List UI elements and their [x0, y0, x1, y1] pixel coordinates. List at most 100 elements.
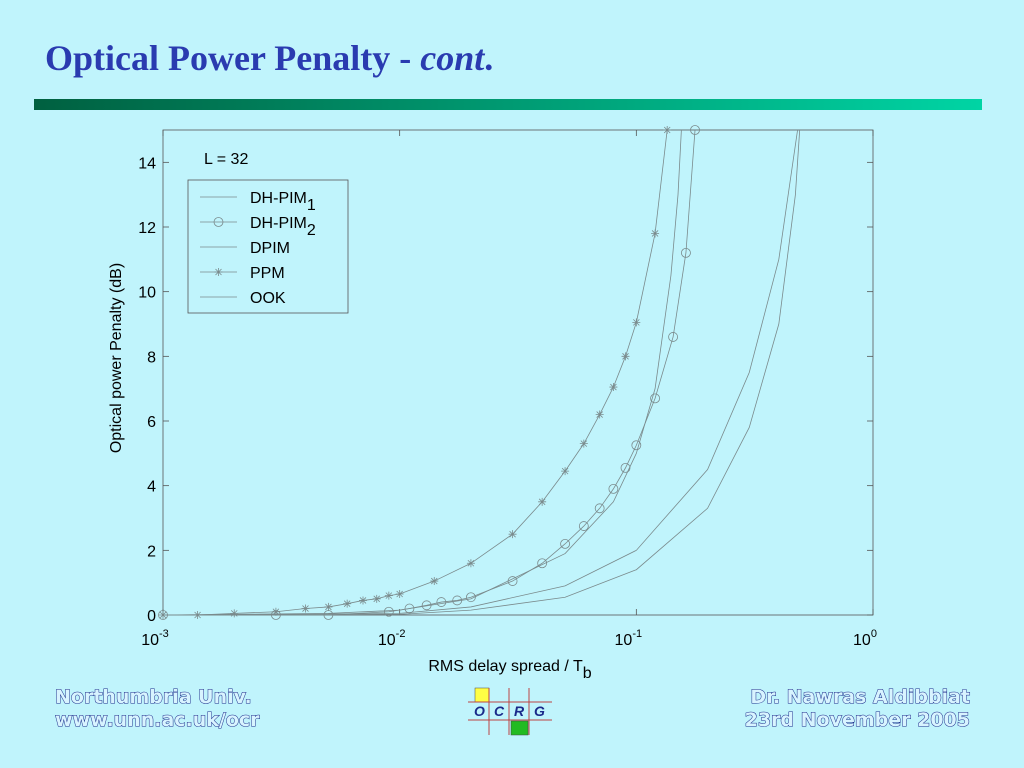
x-tick-label: 10-3	[141, 628, 169, 649]
marker	[372, 594, 381, 603]
marker	[690, 125, 700, 135]
logo-square	[474, 687, 490, 703]
marker	[421, 600, 432, 611]
x-axis-label: RMS delay spread / Tb	[428, 658, 591, 682]
marker	[650, 393, 660, 404]
y-tick-label: 12	[138, 220, 156, 237]
legend	[187, 179, 349, 314]
marker	[452, 595, 463, 606]
line	[163, 129, 668, 616]
marker	[620, 462, 631, 473]
x-tick-exponent: -1	[632, 628, 642, 640]
x-tick-label: 10-2	[378, 628, 406, 649]
title-rule	[34, 99, 982, 110]
series	[162, 129, 682, 616]
legend-label: PPM	[250, 265, 285, 282]
marker	[594, 503, 605, 514]
marker	[561, 467, 570, 476]
marker	[395, 589, 404, 598]
footer-right: Dr. Nawras Aldibbiat	[750, 686, 970, 708]
marker	[359, 596, 368, 605]
x-tick-base: 10	[378, 632, 396, 649]
logo-letter: C	[494, 703, 505, 719]
legend-name: DH-PIM	[250, 215, 307, 232]
legend-label: DPIM	[250, 240, 290, 257]
marker	[631, 440, 642, 451]
logo-square	[510, 720, 529, 736]
marker	[436, 597, 447, 607]
legend-label: DH-PIM2	[250, 215, 316, 239]
line	[163, 129, 696, 616]
logo-letter: G	[534, 703, 545, 719]
line	[162, 129, 798, 616]
marker	[609, 383, 618, 392]
marker	[681, 247, 691, 258]
x-tick-exponent: 0	[871, 628, 877, 640]
marker	[301, 604, 310, 613]
marker	[632, 318, 641, 327]
marker	[668, 332, 678, 342]
x-tick-base: 10	[615, 632, 633, 649]
logo-letter: R	[514, 703, 525, 719]
series	[159, 126, 672, 619]
legend-label: OOK	[250, 290, 286, 307]
series	[162, 129, 801, 616]
marker	[466, 592, 476, 603]
logo-letter: O	[474, 703, 485, 719]
y-tick-label: 8	[147, 349, 156, 366]
y-axis-label: Optical power Penalty (dB)	[108, 263, 125, 453]
marker	[621, 352, 630, 361]
y-tick-label: 14	[138, 155, 156, 172]
x-tick-exponent: -2	[396, 628, 406, 640]
marker	[404, 603, 415, 614]
legend-name: OOK	[250, 290, 286, 307]
marker	[663, 126, 672, 134]
marker	[507, 576, 518, 586]
footer-right: 23rd November 2005	[745, 709, 970, 731]
y-tick-label: 0	[147, 608, 156, 625]
marker	[466, 559, 475, 568]
series	[162, 129, 798, 616]
marker	[508, 530, 517, 539]
marker	[595, 410, 604, 419]
marker	[579, 439, 588, 448]
marker	[608, 483, 619, 494]
marker	[230, 609, 239, 618]
x-tick-label: 100	[853, 628, 877, 649]
legend-name: DPIM	[250, 240, 290, 257]
marker	[213, 217, 224, 227]
annotation: L = 32	[204, 151, 248, 168]
marker	[560, 538, 570, 549]
plot-frame	[162, 129, 874, 616]
marker	[343, 599, 352, 608]
y-tick-label: 2	[147, 543, 156, 560]
logo: O C R G	[468, 687, 552, 736]
legend-subscript: 1	[307, 197, 316, 214]
legend-name: DH-PIM	[250, 190, 307, 207]
y-tick-label: 4	[147, 479, 156, 496]
series	[158, 125, 700, 620]
footer-left: www.unn.ac.uk/ocr	[55, 709, 260, 731]
y-tick-label: 10	[138, 285, 156, 302]
legend-subscript: 2	[307, 222, 316, 239]
x-tick-base: 10	[141, 632, 159, 649]
slide-title: Optical Power Penalty - cont.	[45, 38, 493, 78]
footer-left: Northumbria Univ.	[55, 686, 252, 708]
x-tick-exponent: -3	[159, 628, 169, 640]
legend-name: PPM	[250, 265, 285, 282]
marker	[651, 229, 660, 238]
marker	[538, 497, 547, 506]
marker	[214, 268, 223, 276]
marker	[271, 607, 280, 616]
x-tick-base: 10	[853, 632, 871, 649]
y-tick-label: 6	[147, 414, 156, 431]
legend-label: DH-PIM1	[250, 190, 316, 214]
x-tick-label: 10-1	[615, 628, 643, 649]
marker	[383, 606, 394, 617]
marker	[324, 602, 333, 611]
marker	[537, 558, 548, 569]
marker	[430, 577, 439, 586]
line	[162, 129, 801, 616]
line	[162, 129, 682, 616]
